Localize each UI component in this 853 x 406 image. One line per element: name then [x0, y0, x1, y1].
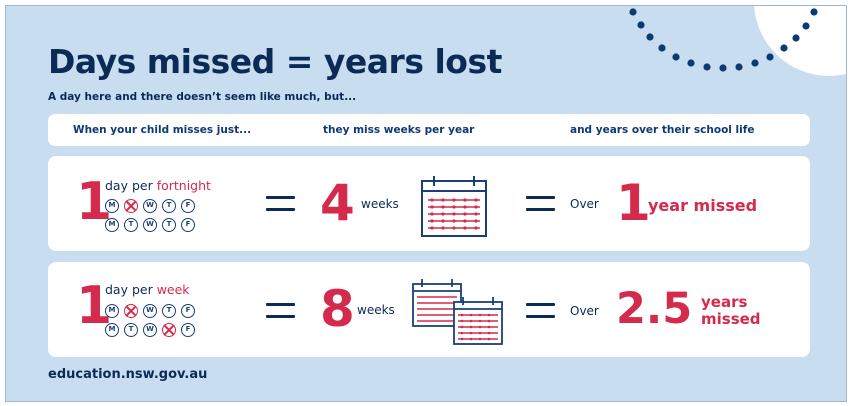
frequency-period: week [156, 282, 190, 297]
school-day-icon: M [105, 218, 119, 232]
school-day-icon: F [181, 304, 195, 318]
column-header-child-misses: When your child misses just... [73, 124, 252, 136]
years-label: year missed [648, 196, 758, 215]
comparison-row-week: 1 day per week MTWTFMTWTF 8 weeks [48, 262, 810, 357]
school-day-icon: W [143, 323, 157, 337]
frequency-prefix: day per [105, 282, 157, 297]
school-day-icon: F [181, 199, 195, 213]
years-count: 2.5 [616, 284, 693, 334]
years-label-line2: missed [701, 310, 761, 328]
decorative-circle [754, 6, 846, 76]
school-day-icon: M [105, 304, 119, 318]
frequency-period: fortnight [156, 178, 211, 193]
school-day-icon: T [124, 323, 138, 337]
subtitle: A day here and there doesn’t seem like m… [48, 91, 357, 103]
footer-url: education.nsw.gov.au [48, 367, 208, 382]
weeks-label: weeks [361, 197, 399, 211]
school-day-icon: W [143, 199, 157, 213]
school-day-icon: M [105, 323, 119, 337]
school-day-icon: F [181, 218, 195, 232]
infographic-panel: Days missed = years lost A day here and … [5, 5, 847, 402]
missed-day-icon: T [124, 199, 138, 213]
frequency-label: day per week [105, 282, 190, 297]
column-header-bar: When your child misses just... they miss… [48, 114, 810, 146]
school-day-icon: T [162, 304, 176, 318]
equals-sign [526, 303, 555, 319]
equals-sign [266, 303, 295, 319]
weeks-count: 4 [320, 174, 355, 232]
calendar-icon-stack [412, 279, 503, 345]
equals-sign [266, 196, 295, 212]
missed-day-icon: T [162, 323, 176, 337]
years-count: 1 [616, 174, 651, 232]
school-day-icon: T [162, 199, 176, 213]
frequency-label: day per fortnight [105, 178, 211, 193]
equals-sign [526, 196, 555, 212]
over-label: Over [570, 197, 599, 211]
school-day-icon: M [105, 199, 119, 213]
school-day-icon: T [124, 218, 138, 232]
calendar-icon [453, 297, 503, 345]
school-day-icon: W [143, 218, 157, 232]
calendar-icon [421, 176, 487, 237]
page-title: Days missed = years lost [48, 42, 502, 81]
years-label-line1: years [701, 293, 748, 311]
school-day-icon: F [181, 323, 195, 337]
school-day-icon: W [143, 304, 157, 318]
column-header-years: and years over their school life [570, 124, 755, 136]
column-header-weeks: they miss weeks per year [323, 124, 475, 136]
over-label: Over [570, 304, 599, 318]
weeks-label: weeks [357, 303, 395, 317]
school-day-icon: T [162, 218, 176, 232]
missed-day-icon: T [124, 304, 138, 318]
weeks-count: 8 [320, 280, 355, 338]
frequency-prefix: day per [105, 178, 157, 193]
comparison-row-fortnight: 1 day per fortnight MTWTFMTWTF 4 weeks [48, 156, 810, 251]
years-label: years missed [701, 294, 761, 328]
